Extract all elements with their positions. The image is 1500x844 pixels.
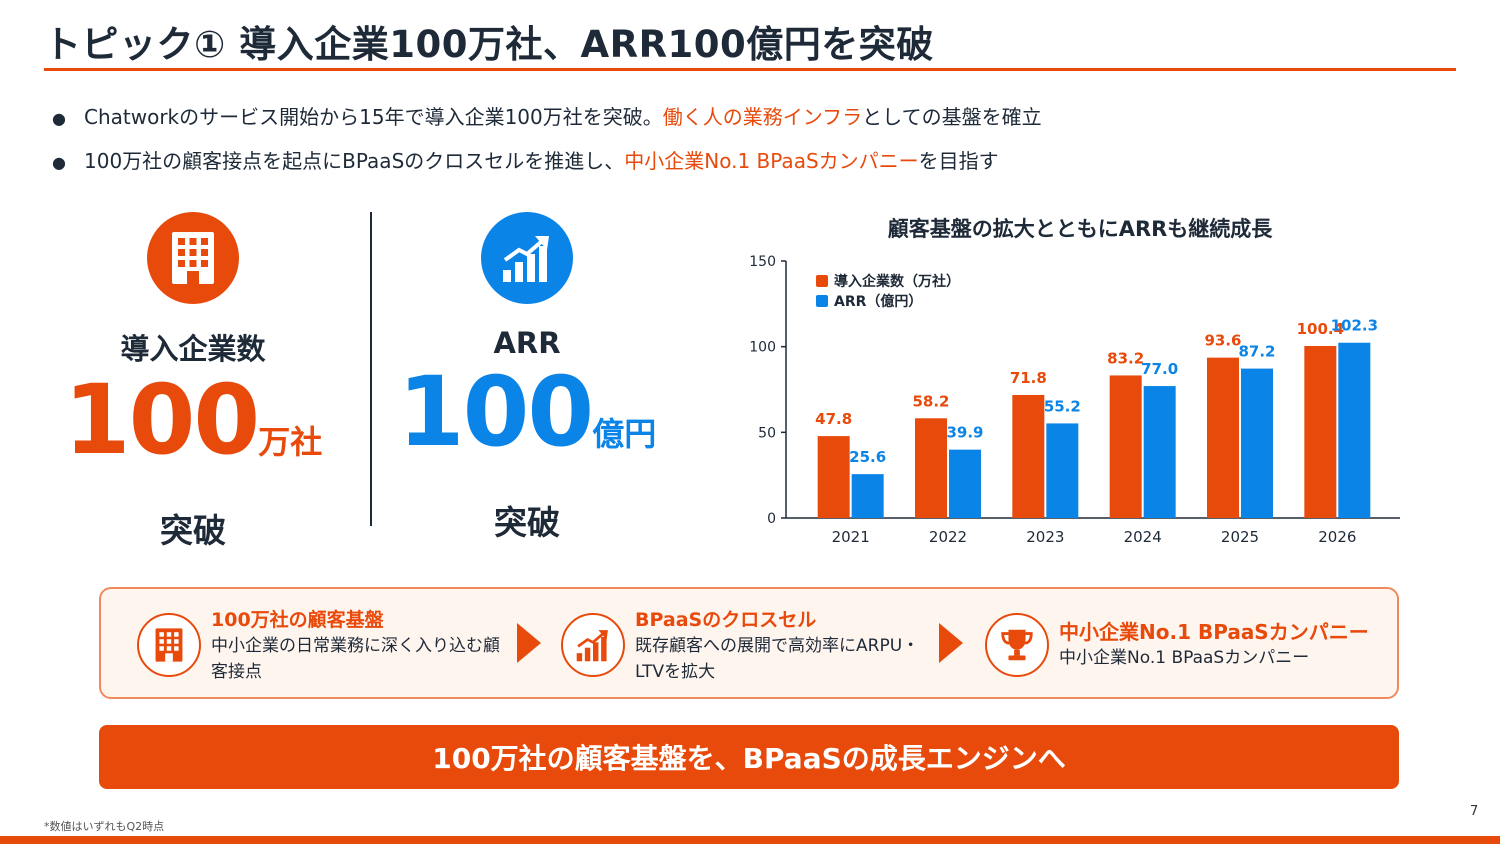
growth-chart-icon [503, 236, 549, 282]
x-tick-label: 2022 [929, 528, 967, 546]
flow-item-cross-sell: BPaaSのクロスセル 既存顧客への展開で高効率にARPU・LTVを拡大 [561, 607, 925, 685]
y-tick-label: 100 [749, 340, 776, 356]
data-label: 100.4 [1297, 320, 1344, 338]
bar-companies [1012, 394, 1045, 518]
data-label: 87.2 [1238, 343, 1275, 361]
bullet-list: ● Chatworkのサービス開始から15年で導入企業100万社を突破。働く人の業… [52, 96, 1042, 184]
flow-text: 100万社の顧客基盤 中小企業の日常業務に深く入り込む顧客接点 [211, 607, 501, 685]
bar-arr [1338, 342, 1371, 518]
flow-head: BPaaSのクロスセル [635, 609, 817, 631]
kpi-sub: 突破 [494, 503, 560, 542]
y-tick-label: 0 [767, 511, 776, 527]
x-tick-label: 2025 [1221, 528, 1259, 546]
flow-head: 中小企業No.1 BPaaSカンパニー [1059, 620, 1369, 644]
data-label: 25.6 [849, 448, 886, 466]
title-rule [44, 68, 1456, 71]
x-tick-label: 2023 [1026, 528, 1064, 546]
bar-companies [1207, 357, 1239, 518]
bullet-text: Chatworkのサービス開始から15年で導入企業100万社を突破。 [84, 105, 663, 129]
legend-label: 導入企業数（万社） [834, 273, 960, 290]
chart-title: 顧客基盤の拡大とともにARRも継続成長 [887, 217, 1273, 241]
bar-companies [1304, 345, 1337, 518]
triangle-right-icon [517, 623, 541, 663]
kpi-unit: 億円 [592, 415, 657, 453]
flow-item-customer-base: 100万社の顧客基盤 中小企業の日常業務に深く入り込む顧客接点 [137, 607, 501, 685]
flow-desc: 中小企業No.1 BPaaSカンパニー [1059, 648, 1310, 668]
y-tick-label: 150 [749, 254, 776, 270]
bar-companies [915, 418, 947, 518]
data-label: 71.8 [1010, 369, 1047, 387]
page-number: 7 [1470, 804, 1479, 819]
flow-head: 100万社の顧客基盤 [211, 609, 384, 631]
kpi-number: 100 [397, 356, 594, 468]
building-icon [172, 232, 214, 284]
kpi-unit: 万社 [258, 423, 323, 461]
flow-box: 100万社の顧客基盤 中小企業の日常業務に深く入り込む顧客接点 BPaaSのクロ… [99, 587, 1399, 699]
kpi-sub: 突破 [160, 511, 226, 550]
bar-arr [1046, 423, 1079, 518]
data-label: 55.2 [1044, 397, 1081, 415]
flow-desc: 中小企業の日常業務に深く入り込む顧客接点 [211, 636, 500, 682]
trophy-icon [1001, 629, 1033, 661]
bullet-highlight: 働く人の業務インフラ [662, 105, 863, 129]
kpi-value: 100億円 [382, 364, 672, 486]
footnote: *数値はいずれもQ2時点 [44, 820, 165, 833]
flow-icon-circle [561, 613, 625, 677]
kpi-divider [370, 212, 372, 526]
legend-label: ARR（億円） [834, 293, 922, 310]
data-label: 39.9 [946, 424, 983, 442]
bullet-text: としての基盤を確立 [862, 105, 1042, 129]
bar-arr [1241, 368, 1273, 518]
flow-desc: 既存顧客への展開で高効率にARPU・LTVを拡大 [635, 636, 920, 682]
kpi-value: 100万社 [48, 372, 338, 494]
data-label: 102.3 [1331, 317, 1378, 335]
growth-chart-icon [576, 630, 608, 662]
bullet-item: ● 100万社の顧客接点を起点にBPaaSのクロスセルを推進し、中小企業No.1 … [52, 140, 1042, 184]
kpi-number: 100 [63, 364, 260, 476]
bullet-dot: ● [52, 153, 66, 172]
flow-icon-circle [985, 613, 1049, 677]
slide-title: トピック① 導入企業100万社、ARR100億円を突破 [44, 23, 934, 66]
bullet-dot: ● [52, 109, 66, 128]
bar-arr [1143, 386, 1176, 518]
legend-swatch [816, 275, 828, 287]
kpi-label: ARR [493, 326, 561, 360]
kpi-label: 導入企業数 [120, 332, 266, 366]
chart-svg: 0 50 100 150 47.8 25.6 2021 58.2 39.9 2022 71.8 55.… [749, 254, 1400, 546]
x-tick-label: 2024 [1124, 528, 1162, 546]
data-label: 77.0 [1141, 360, 1178, 378]
bullet-item: ● Chatworkのサービス開始から15年で導入企業100万社を突破。働く人の業… [52, 96, 1042, 140]
bottom-banner: 100万社の顧客基盤を、BPaaSの成長エンジンへ [99, 725, 1399, 789]
bottom-accent-bar [0, 836, 1500, 844]
bullet-text: を目指す [918, 149, 999, 173]
building-icon [155, 628, 183, 662]
bullet-text: 100万社の顧客接点を起点にBPaaSのクロスセルを推進し、 [84, 149, 625, 173]
kpi-icon-circle [147, 212, 239, 304]
data-label: 93.6 [1204, 332, 1241, 350]
bar-companies [1109, 375, 1142, 518]
bullet-highlight: 中小企業No.1 BPaaSカンパニー [624, 149, 919, 173]
flow-icon-circle [137, 613, 201, 677]
bar-companies [817, 436, 850, 518]
flow-text: BPaaSのクロスセル 既存顧客への展開で高効率にARPU・LTVを拡大 [635, 607, 925, 685]
flow-text: 中小企業No.1 BPaaSカンパニー 中小企業No.1 BPaaSカンパニー [1059, 607, 1369, 671]
bar-arr [851, 474, 884, 518]
data-label: 47.8 [815, 410, 852, 428]
bar-chart: 0 50 100 150 47.8 25.6 2021 58.2 39.9 2022 71.8 55.… [730, 205, 1430, 555]
kpi-icon-circle [481, 212, 573, 304]
y-tick-label: 50 [758, 425, 776, 441]
x-tick-label: 2021 [832, 528, 870, 546]
data-label: 58.2 [912, 392, 949, 410]
x-tick-label: 2026 [1318, 528, 1356, 546]
flow-item-no1: 中小企業No.1 BPaaSカンパニー 中小企業No.1 BPaaSカンパニー [985, 607, 1369, 677]
bar-arr [949, 449, 981, 518]
data-label: 83.2 [1107, 349, 1144, 367]
kpi-companies: 導入企業数 100万社 突破 [48, 212, 338, 552]
legend-swatch [816, 295, 828, 307]
kpi-arr: ARR 100億円 突破 [382, 212, 672, 544]
triangle-right-icon [939, 623, 963, 663]
